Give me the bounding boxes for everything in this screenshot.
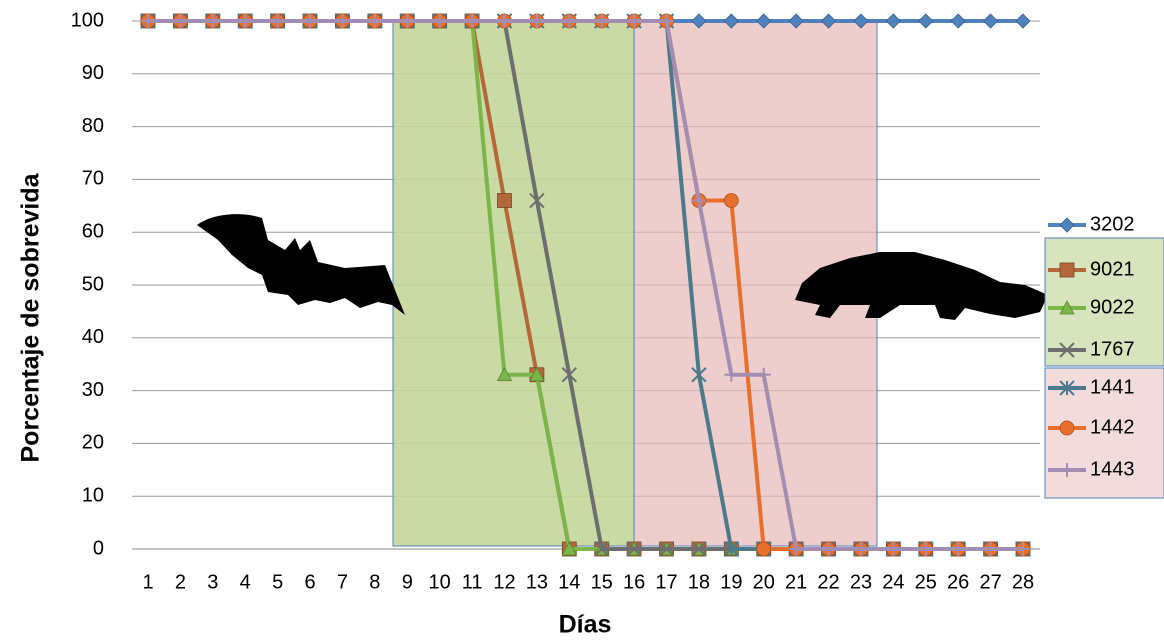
legend-label: 1442 [1090, 416, 1135, 438]
y-tick-label: 60 [82, 220, 104, 242]
point [497, 194, 511, 208]
legend-label: 1767 [1090, 338, 1135, 360]
point [1016, 14, 1030, 28]
green-region [393, 21, 634, 546]
x-tick-label: 1 [142, 571, 153, 593]
legend-marker [1060, 218, 1074, 232]
x-tick-label: 27 [979, 571, 1001, 593]
point [951, 14, 965, 28]
y-tick-label: 50 [82, 273, 104, 295]
legend-label: 1443 [1090, 458, 1135, 480]
chart: Días Porcentaje de sobrevida 0 10 20 30 40 50… [0, 0, 1164, 641]
y-tick-label: 90 [82, 62, 104, 84]
x-tick-label: 12 [493, 571, 515, 593]
point [886, 14, 900, 28]
x-tick-label: 5 [272, 571, 283, 593]
x-tick-label: 4 [240, 571, 251, 593]
x-tick-label: 8 [369, 571, 380, 593]
y-tick-label: 10 [82, 484, 104, 506]
y-axis-title: Porcentaje de sobrevida [17, 172, 45, 462]
x-tick-label: 22 [817, 571, 839, 593]
x-tick-label: 9 [402, 571, 413, 593]
x-tick-label: 21 [785, 571, 807, 593]
x-tick-label: 3 [207, 571, 218, 593]
x-tick-label: 26 [947, 571, 969, 593]
x-tick-label: 7 [337, 571, 348, 593]
x-tick-label: 11 [462, 571, 483, 593]
point [984, 14, 998, 28]
point [724, 194, 738, 208]
x-axis-title: Días [559, 611, 612, 639]
x-tick-label: 19 [720, 571, 742, 593]
point [919, 14, 933, 28]
x-tick-label: 15 [591, 571, 613, 593]
x-tick-label: 13 [526, 571, 548, 593]
legend-label: 9022 [1090, 296, 1135, 318]
y-tick-label: 80 [82, 115, 104, 137]
y-tick-label: 0 [93, 537, 104, 559]
y-tick-label: 100 [71, 9, 104, 31]
legend-label: 9021 [1090, 258, 1135, 280]
legend-label: 3202 [1090, 213, 1135, 235]
x-tick-label: 20 [753, 571, 775, 593]
legend-marker [1060, 421, 1074, 435]
x-tick-label: 23 [850, 571, 872, 593]
x-tick-label: 28 [1012, 571, 1034, 593]
x-tick-label: 2 [175, 571, 186, 593]
x-tick-label: 18 [688, 571, 710, 593]
y-tick-label: 70 [82, 168, 104, 190]
x-tick-label: 14 [558, 571, 580, 593]
x-tick-label: 25 [915, 571, 937, 593]
bat-silhouette [197, 214, 405, 315]
legend-marker [1060, 263, 1074, 277]
point [757, 542, 771, 556]
y-tick-label: 40 [82, 326, 104, 348]
x-tick-label: 17 [655, 571, 677, 593]
x-tick-label: 24 [882, 571, 904, 593]
x-tick-label: 10 [429, 571, 451, 593]
x-tick-label: 16 [623, 571, 645, 593]
legend-label: 1441 [1090, 376, 1135, 398]
x-tick-label: 6 [304, 571, 315, 593]
y-tick-label: 20 [82, 432, 104, 454]
y-tick-label: 30 [82, 379, 104, 401]
